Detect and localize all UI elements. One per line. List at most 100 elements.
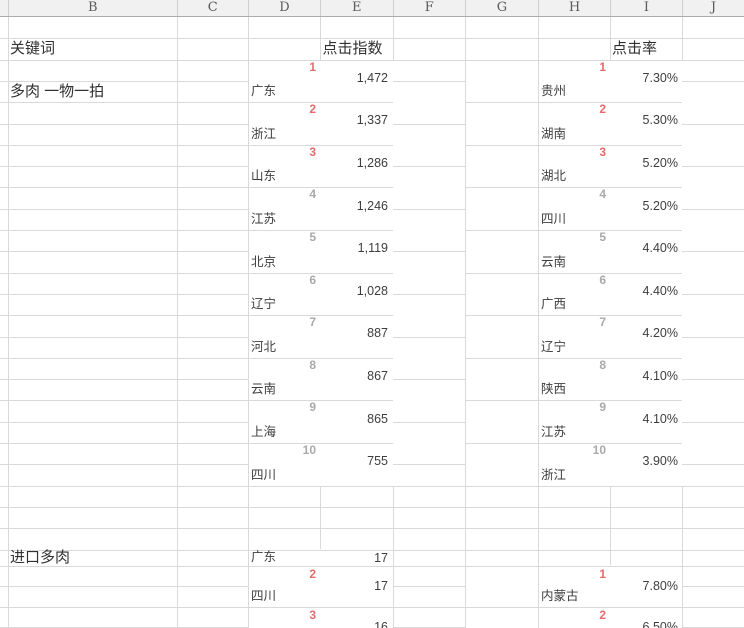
rank-block[interactable]: 10 755 四川 xyxy=(248,443,392,486)
metric-value[interactable]: 16 xyxy=(374,620,388,628)
rank-block[interactable]: 4 1,246 江苏 xyxy=(248,187,392,230)
rank-number[interactable]: 10 xyxy=(592,443,606,457)
cell-keyword-1[interactable]: 多肉 一物一拍 xyxy=(10,82,105,100)
column-header-B[interactable]: B xyxy=(8,0,177,16)
rank-number[interactable]: 1 xyxy=(599,59,606,74)
region-name[interactable]: 河北 xyxy=(251,339,277,354)
metric-value[interactable]: 755 xyxy=(367,454,388,469)
metric-value[interactable]: 887 xyxy=(367,326,388,341)
rank-number[interactable]: 10 xyxy=(302,443,316,457)
region-name[interactable]: 内蒙古 xyxy=(541,588,579,603)
metric-value[interactable]: 1,028 xyxy=(356,283,388,298)
region-name[interactable]: 山东 xyxy=(251,169,277,184)
region-name[interactable]: 广西 xyxy=(541,297,567,312)
metric-value[interactable]: 17 xyxy=(374,550,388,565)
region-name[interactable]: 四川 xyxy=(541,211,567,226)
column-header-G[interactable]: G xyxy=(465,0,538,16)
rank-block[interactable]: 3 5.20% 湖北 xyxy=(538,145,682,188)
metric-value[interactable]: 7.30% xyxy=(642,70,678,85)
metric-value[interactable]: 3.90% xyxy=(642,454,678,469)
region-name[interactable]: 浙江 xyxy=(251,126,277,141)
rank-block[interactable]: 4 5.20% 四川 xyxy=(538,187,682,230)
region-name[interactable]: 湖南 xyxy=(541,126,567,141)
region-name[interactable]: 陕西 xyxy=(541,382,567,397)
rank-number[interactable]: 7 xyxy=(599,315,606,330)
rank-number[interactable]: 8 xyxy=(309,357,316,372)
rank-block[interactable]: 1 7.80% 内蒙古 xyxy=(538,566,682,607)
region-name[interactable]: 辽宁 xyxy=(251,297,277,312)
cell-keyword-header[interactable]: 关键词 xyxy=(10,40,56,58)
rank-block[interactable]: 7 887 河北 xyxy=(248,315,392,358)
region-name[interactable]: 广东 xyxy=(251,549,277,564)
column-header-D[interactable]: D xyxy=(248,0,320,16)
region-name[interactable]: 江苏 xyxy=(251,211,277,226)
metric-value[interactable]: 7.80% xyxy=(642,579,678,593)
rank-number[interactable]: 2 xyxy=(599,607,606,622)
rank-number[interactable]: 9 xyxy=(599,400,606,415)
column-header-E[interactable]: E xyxy=(320,0,393,16)
rank-block[interactable]: 5 1,119 北京 xyxy=(248,230,392,273)
rank-number[interactable]: 2 xyxy=(599,102,606,117)
metric-value[interactable]: 17 xyxy=(374,579,388,593)
region-name[interactable]: 贵州 xyxy=(541,84,567,99)
rank-block[interactable]: 1 7.30% 贵州 xyxy=(538,60,682,103)
metric-value[interactable]: 5.20% xyxy=(642,156,678,171)
column-header-H[interactable]: H xyxy=(538,0,610,16)
rank-number[interactable]: 3 xyxy=(309,607,316,622)
metric-value[interactable]: 867 xyxy=(367,369,388,384)
rank-block[interactable]: 3 16 xyxy=(248,607,392,628)
rank-number[interactable]: 2 xyxy=(309,566,316,581)
region-name[interactable]: 云南 xyxy=(541,254,567,269)
rank-block[interactable]: 1 1,472 广东 xyxy=(248,60,392,103)
rank-number[interactable]: 5 xyxy=(599,230,606,244)
cell-click-index-header[interactable]: 点击指数 xyxy=(322,40,383,58)
metric-value[interactable]: 4.10% xyxy=(642,369,678,384)
region-name[interactable]: 北京 xyxy=(251,254,277,269)
metric-value[interactable]: 4.20% xyxy=(642,326,678,341)
rank-row[interactable]: 广东 17 xyxy=(248,550,392,566)
metric-value[interactable]: 1,286 xyxy=(356,156,388,171)
region-name[interactable]: 四川 xyxy=(251,467,277,482)
region-name[interactable]: 云南 xyxy=(251,382,277,397)
rank-number[interactable]: 4 xyxy=(599,187,606,202)
rank-block[interactable]: 2 5.30% 湖南 xyxy=(538,102,682,145)
column-header-C[interactable]: C xyxy=(176,0,249,16)
metric-value[interactable]: 5.30% xyxy=(642,113,678,128)
metric-value[interactable]: 865 xyxy=(367,411,388,426)
rank-block[interactable]: 5 4.40% 云南 xyxy=(538,230,682,273)
rank-block[interactable]: 2 17 四川 xyxy=(248,566,392,607)
rank-block[interactable]: 6 4.40% 广西 xyxy=(538,273,682,316)
region-name[interactable]: 江苏 xyxy=(541,424,567,439)
metric-value[interactable]: 1,472 xyxy=(356,70,388,85)
rank-block[interactable]: 6 1,028 辽宁 xyxy=(248,273,392,316)
metric-value[interactable]: 4.40% xyxy=(642,241,678,256)
metric-value[interactable]: 1,119 xyxy=(357,241,388,256)
rank-number[interactable]: 7 xyxy=(309,315,316,330)
region-name[interactable]: 广东 xyxy=(251,84,277,99)
rank-number[interactable]: 1 xyxy=(599,566,606,581)
cell-keyword-2[interactable]: 进口多肉 xyxy=(10,548,71,566)
rank-number[interactable]: 6 xyxy=(309,272,316,287)
rank-block[interactable]: 8 4.10% 陕西 xyxy=(538,358,682,401)
rank-number[interactable]: 2 xyxy=(309,102,316,117)
rank-number[interactable]: 3 xyxy=(309,144,316,159)
rank-number[interactable]: 6 xyxy=(599,272,606,287)
column-header-F[interactable]: F xyxy=(392,0,466,16)
rank-block[interactable]: 9 865 上海 xyxy=(248,400,392,443)
region-name[interactable]: 四川 xyxy=(251,588,277,603)
rank-block[interactable]: 9 4.10% 江苏 xyxy=(538,400,682,443)
rank-block[interactable]: 7 4.20% 辽宁 xyxy=(538,315,682,358)
metric-value[interactable]: 1,246 xyxy=(356,198,388,213)
metric-value[interactable]: 4.40% xyxy=(642,283,678,298)
rank-block[interactable]: 2 1,337 浙江 xyxy=(248,102,392,145)
metric-value[interactable]: 1,337 xyxy=(356,113,388,128)
rank-number[interactable]: 4 xyxy=(309,187,316,202)
rank-number[interactable]: 9 xyxy=(309,400,316,415)
column-header-J[interactable]: J xyxy=(682,0,744,16)
cell-click-rate-header[interactable]: 点击率 xyxy=(612,40,658,58)
rank-block[interactable]: 8 867 云南 xyxy=(248,358,392,401)
rank-block[interactable]: 3 1,286 山东 xyxy=(248,145,392,188)
rank-block[interactable]: 10 3.90% 浙江 xyxy=(538,443,682,486)
region-name[interactable]: 辽宁 xyxy=(541,339,567,354)
region-name[interactable]: 浙江 xyxy=(541,467,567,482)
